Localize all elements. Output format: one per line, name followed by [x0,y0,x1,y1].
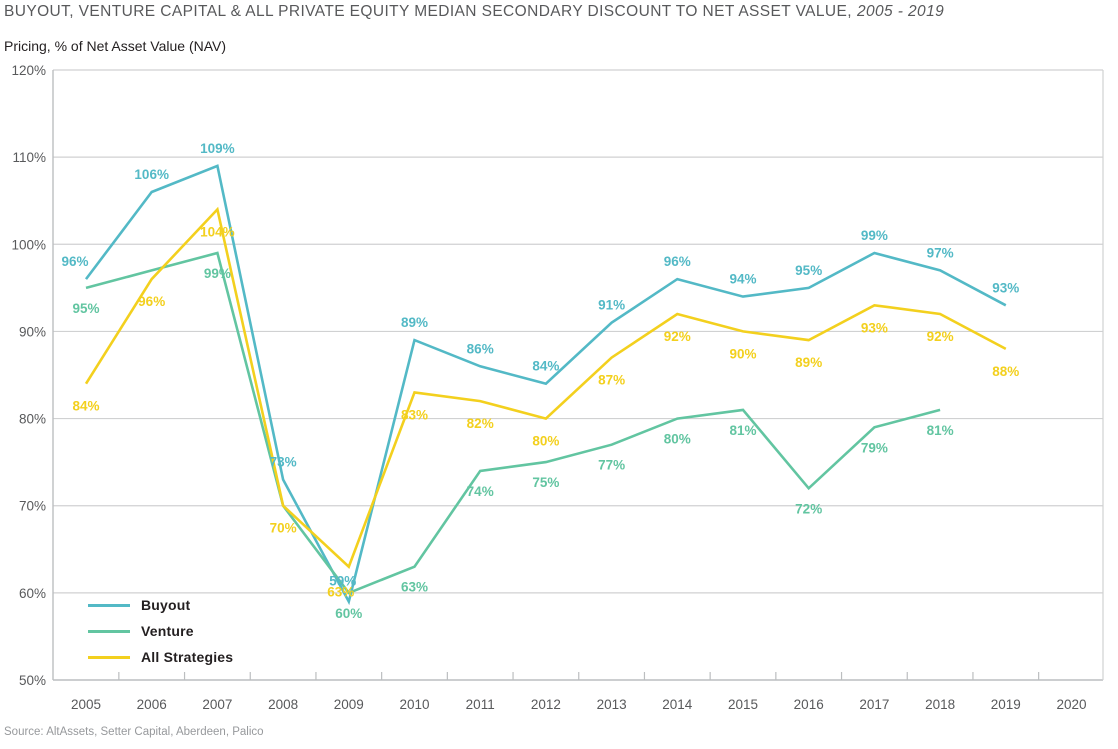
legend-swatch-venture [88,629,130,633]
all-strategies-point-label: 92% [664,329,691,344]
x-axis-tick-label: 2014 [662,697,693,712]
buyout-point-label: 96% [664,254,691,269]
all-strategies-point-label: 84% [72,399,99,414]
legend-swatch-buyout [88,603,130,607]
all-strategies-point-label: 88% [992,364,1019,379]
all-strategies-point-label: 92% [927,329,954,344]
x-axis-tick-label: 2007 [202,697,232,712]
x-axis-tick-label: 2005 [71,697,101,712]
buyout-point-label: 106% [134,167,169,182]
all-strategies-point-label: 93% [861,320,888,335]
all-strategies-point-label: 96% [138,294,165,309]
buyout-point-label: 97% [927,245,954,260]
y-axis-tick-label: 70% [19,499,46,514]
all-strategies-point-label: 87% [598,373,625,388]
legend-item-all-strategies: All Strategies [88,644,233,670]
x-axis-tick-label: 2015 [728,697,758,712]
buyout-point-label: 73% [270,455,297,470]
legend-label-venture: Venture [141,623,194,639]
y-axis-tick-label: 50% [19,673,46,688]
buyout-point-label: 84% [532,359,559,374]
buyout-point-label: 109% [200,141,235,156]
legend-item-venture: Venture [88,618,233,644]
all-strategies-point-label: 104% [200,224,235,239]
x-axis-tick-label: 2016 [794,697,824,712]
venture-point-label: 80% [664,432,691,447]
y-axis-tick-label: 80% [19,412,46,427]
buyout-point-label: 59% [329,574,356,589]
all-strategies-point-label: 82% [467,416,494,431]
legend-label-buyout: Buyout [141,597,191,613]
venture-point-label: 74% [467,484,494,499]
all-strategies-point-label: 80% [532,434,559,449]
buyout-point-label: 95% [795,263,822,278]
chart-title-range: 2005 - 2019 [856,3,945,20]
legend: Buyout Venture All Strategies [88,592,233,670]
y-axis-tick-label: 100% [11,237,46,252]
all-strategies-point-label: 83% [401,407,428,422]
y-axis-tick-label: 110% [12,150,46,165]
buyout-point-label: 94% [729,272,756,287]
legend-label-all-strategies: All Strategies [141,649,234,665]
legend-swatch-all-strategies [88,655,130,659]
all-strategies-point-label: 70% [270,521,297,536]
x-axis-tick-label: 2018 [925,697,955,712]
y-axis-caption: Pricing, % of Net Asset Value (NAV) [4,38,227,54]
y-axis-tick-label: 120% [11,63,46,78]
venture-point-label: 79% [861,440,888,455]
x-axis-tick-label: 2020 [1056,697,1086,712]
all-strategies-point-label: 63% [327,585,354,600]
venture-point-label: 99% [204,266,231,281]
x-axis-tick-label: 2013 [597,697,627,712]
x-axis-tick-label: 2011 [466,697,495,712]
x-axis-tick-label: 2008 [268,697,298,712]
x-axis-tick-label: 2012 [531,697,561,712]
x-axis-tick-label: 2010 [399,697,429,712]
buyout-point-label: 86% [467,341,494,356]
x-axis-tick-label: 2019 [991,697,1021,712]
chart-title: BUYOUT, VENTURE CAPITAL & ALL PRIVATE EQ… [4,3,944,21]
venture-point-label: 63% [401,580,428,595]
chart-title-main: BUYOUT, VENTURE CAPITAL & ALL PRIVATE EQ… [4,3,852,20]
venture-point-label: 77% [598,458,625,473]
all-strategies-line [84,206,1007,569]
venture-point-label: 95% [72,301,99,316]
x-axis-tick-label: 2017 [859,697,889,712]
all-strategies-point-label: 90% [729,346,756,361]
buyout-point-label: 93% [992,280,1019,295]
buyout-point-label: 96% [61,254,88,269]
source-note: Source: AltAssets, Setter Capital, Aberd… [4,726,264,738]
buyout-point-label: 89% [401,315,428,330]
buyout-point-label: 99% [861,228,888,243]
venture-point-label: 75% [532,475,559,490]
x-axis-tick-label: 2006 [137,697,167,712]
venture-point-label: 81% [927,423,954,438]
venture-point-label: 60% [335,606,362,621]
y-axis-tick-label: 90% [19,324,46,339]
buyout-point-label: 91% [598,298,625,313]
buyout-line [84,164,1007,606]
venture-point-label: 72% [795,501,822,516]
y-axis-tick-label: 60% [19,586,46,601]
legend-item-buyout: Buyout [88,592,233,618]
venture-point-label: 81% [729,423,756,438]
venture-line [85,251,941,595]
x-axis-tick-label: 2009 [334,697,364,712]
all-strategies-point-label: 89% [795,355,822,370]
